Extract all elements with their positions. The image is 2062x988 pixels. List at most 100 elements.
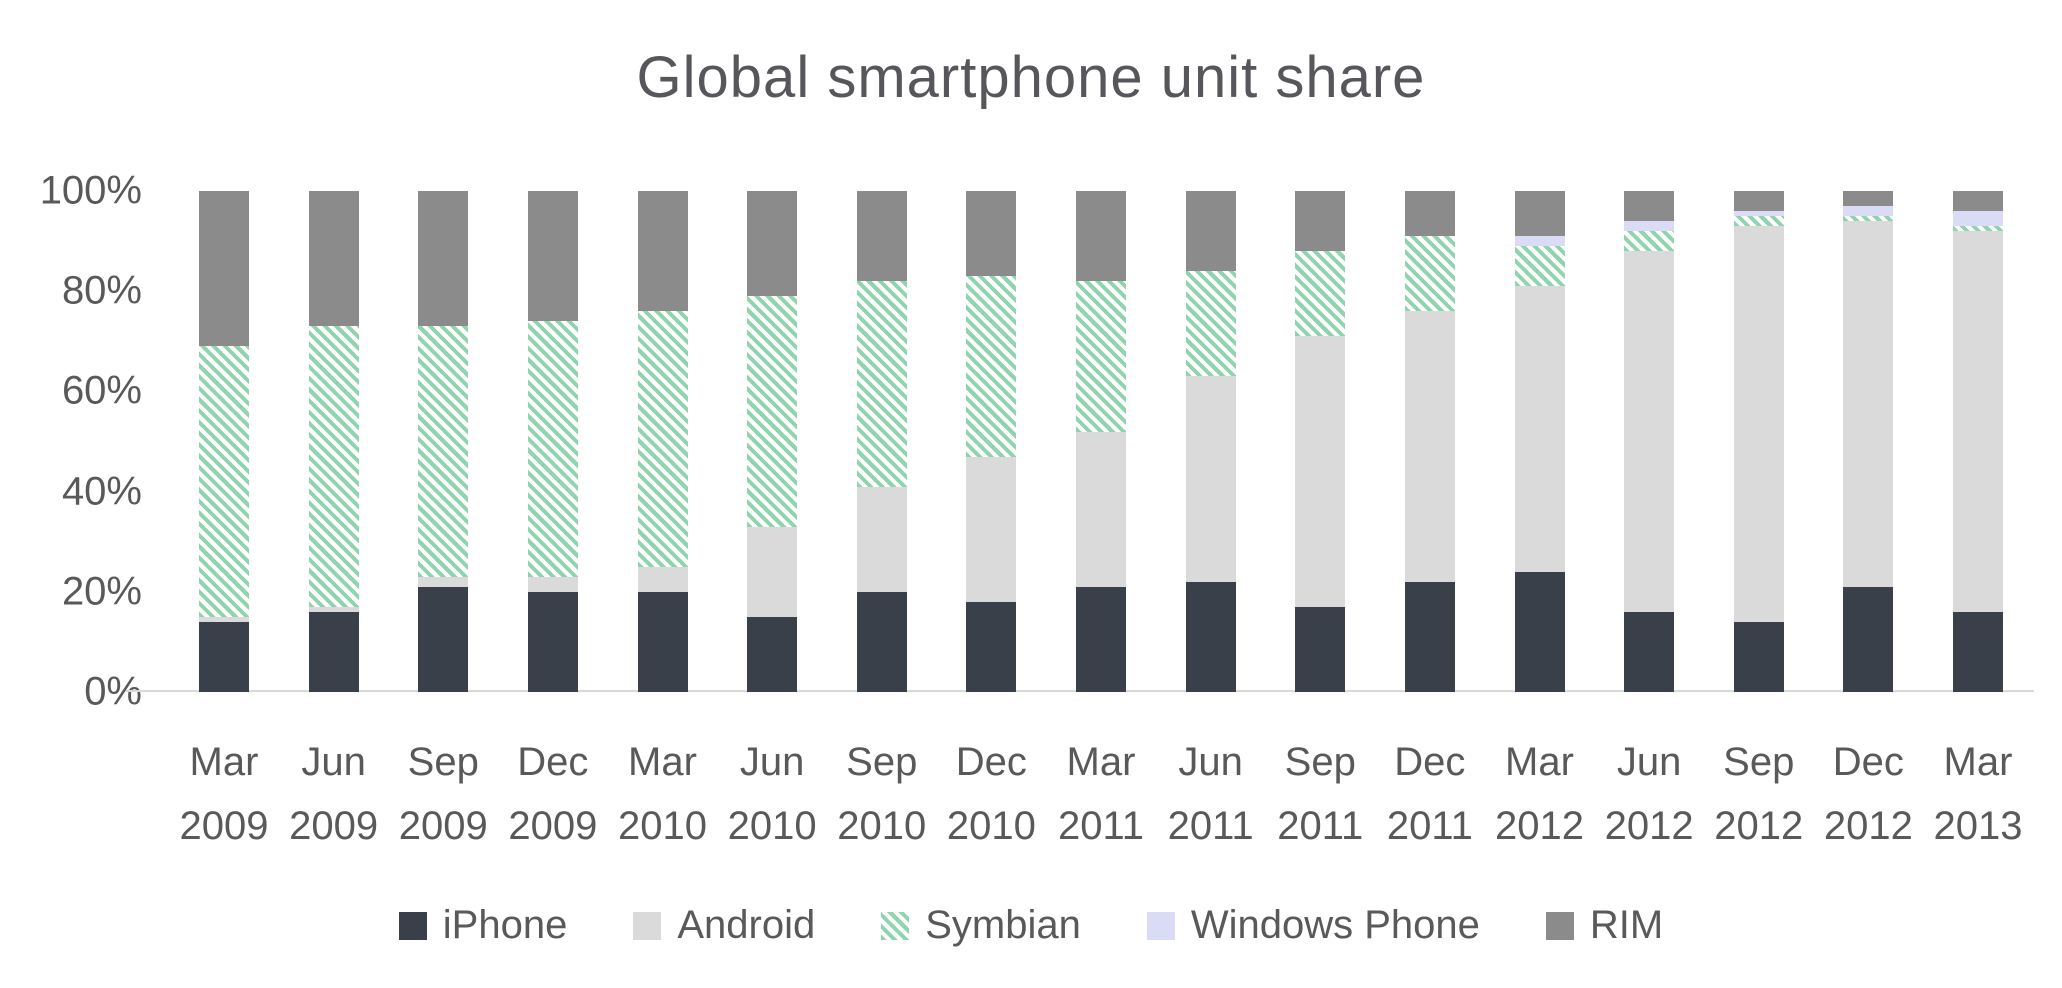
bar-segment-symbian bbox=[1624, 231, 1675, 252]
x-axis-label: Jun 2009 bbox=[280, 730, 388, 858]
bar-segment-iphone bbox=[747, 616, 798, 692]
bar-segment-android bbox=[856, 486, 907, 592]
x-axis-label-year: 2010 bbox=[946, 804, 1036, 848]
legend-item-iphone: iPhone bbox=[398, 903, 568, 948]
bar-column bbox=[170, 191, 278, 692]
bar-segment-iphone bbox=[1624, 611, 1675, 692]
bar-segment-android bbox=[1295, 336, 1346, 607]
bar-column bbox=[389, 191, 497, 692]
x-axis-label-month: Sep bbox=[1723, 740, 1795, 784]
bar-segment-rim bbox=[966, 191, 1017, 277]
bar-column bbox=[1814, 191, 1922, 692]
bar-segment-rim bbox=[308, 191, 359, 327]
y-axis-tick: 80% bbox=[61, 268, 142, 313]
x-axis-label-year: 2012 bbox=[1823, 804, 1913, 848]
x-axis-label-month: Jun bbox=[739, 740, 805, 784]
plot-area bbox=[170, 191, 2032, 692]
x-axis-label-year: 2009 bbox=[508, 804, 598, 848]
legend-label: RIM bbox=[1589, 903, 1664, 947]
bar-segment-iphone bbox=[199, 621, 249, 692]
stacked-bar bbox=[1295, 191, 1346, 692]
x-axis-label-month: Jun bbox=[301, 740, 366, 784]
stacked-bar bbox=[527, 191, 578, 692]
x-axis-label-year: 2009 bbox=[289, 804, 379, 848]
x-axis-label-year: 2013 bbox=[1933, 804, 2023, 848]
x-axis-label-month: Jun bbox=[1616, 740, 1682, 784]
x-axis-label-year: 2012 bbox=[1495, 804, 1584, 848]
x-axis-label-month: Dec bbox=[955, 740, 1027, 784]
x-axis-label-month: Dec bbox=[517, 740, 589, 784]
x-axis-label-year: 2010 bbox=[727, 804, 817, 848]
bar-segment-iphone bbox=[1295, 606, 1346, 692]
bar-segment-rim bbox=[1404, 191, 1455, 237]
bar-column bbox=[718, 191, 826, 692]
bar-segment-rim bbox=[856, 191, 907, 282]
bar-column bbox=[499, 191, 607, 692]
bar-segment-iphone bbox=[856, 591, 907, 692]
bar-segment-android bbox=[747, 526, 798, 617]
bar-segment-android bbox=[1514, 286, 1565, 572]
bar-segment-android bbox=[1953, 231, 2003, 612]
bar-segment-android bbox=[637, 566, 688, 592]
bar-segment-symbian bbox=[1733, 216, 1784, 227]
bar-segment-symbian bbox=[1514, 246, 1565, 287]
bar-segment-android bbox=[418, 576, 469, 587]
x-axis-label: Dec 2010 bbox=[937, 730, 1045, 858]
x-axis-label-month: Mar bbox=[1505, 740, 1574, 784]
x-axis-label-year: 2011 bbox=[1167, 804, 1254, 848]
bar-segment-android bbox=[966, 456, 1017, 602]
stacked-bar bbox=[637, 191, 688, 692]
legend-label: Windows Phone bbox=[1190, 903, 1480, 947]
x-axis-label: Sep 2010 bbox=[828, 730, 936, 858]
x-axis-label-year: 2010 bbox=[837, 804, 927, 848]
bar-segment-iphone bbox=[1843, 586, 1894, 692]
y-axis-tick: 60% bbox=[61, 368, 142, 413]
legend-item-android: Android bbox=[633, 903, 815, 948]
bar-segment-iphone bbox=[1185, 581, 1236, 692]
bar-segment-android bbox=[1843, 221, 1894, 587]
bar-segment-rim bbox=[747, 191, 798, 297]
legend-label: iPhone bbox=[442, 903, 568, 947]
bar-segment-windows-phone bbox=[1514, 236, 1565, 247]
stacked-bar bbox=[1514, 191, 1565, 692]
bar-segment-android bbox=[1185, 376, 1236, 582]
bar-segment-android bbox=[1404, 311, 1455, 582]
x-axis-label-year: 2012 bbox=[1604, 804, 1694, 848]
stacked-bar bbox=[199, 191, 249, 692]
bar-column bbox=[1376, 191, 1484, 692]
bar-segment-iphone bbox=[637, 591, 688, 692]
x-axis-label-month: Jun bbox=[1178, 740, 1243, 784]
bar-segment-rim bbox=[1076, 191, 1126, 282]
stacked-bar bbox=[1843, 191, 1894, 692]
x-axis-label-month: Mar bbox=[1066, 740, 1136, 784]
x-axis-label-year: 2009 bbox=[398, 804, 488, 848]
bar-segment-symbian bbox=[1185, 271, 1236, 377]
bar-segment-rim bbox=[1514, 191, 1565, 237]
x-axis-label-month: Mar bbox=[1943, 740, 2013, 784]
bar-segment-iphone bbox=[1733, 621, 1784, 692]
stacked-bar bbox=[1076, 191, 1126, 692]
x-axis-label-month: Sep bbox=[846, 740, 918, 784]
bar-segment-iphone bbox=[1404, 581, 1455, 692]
legend-item-rim: RIM bbox=[1545, 903, 1664, 948]
stacked-bar bbox=[1624, 191, 1675, 692]
bar-segment-symbian bbox=[747, 296, 798, 527]
bar-column bbox=[828, 191, 936, 692]
bar-segment-iphone bbox=[418, 586, 469, 692]
bar-segment-windows-phone bbox=[1624, 221, 1675, 232]
bar-segment-rim bbox=[418, 191, 469, 327]
x-axis-label: Mar 2013 bbox=[1924, 730, 2032, 858]
stacked-bar bbox=[966, 191, 1017, 692]
y-axis-tick: 100% bbox=[39, 168, 142, 213]
bar-column bbox=[1266, 191, 1374, 692]
legend-swatch-iphone bbox=[398, 911, 427, 940]
bar-segment-rim bbox=[527, 191, 578, 322]
legend-swatch-windows-phone bbox=[1146, 911, 1175, 940]
stacked-bar bbox=[856, 191, 907, 692]
legend-item-windows-phone: Windows Phone bbox=[1146, 903, 1480, 948]
bar-segment-symbian bbox=[966, 276, 1017, 457]
legend-label: Symbian bbox=[925, 903, 1081, 947]
bar-column bbox=[1486, 191, 1594, 692]
bar-segment-rim bbox=[1185, 191, 1236, 272]
x-axis-label: Jun 2011 bbox=[1157, 730, 1265, 858]
